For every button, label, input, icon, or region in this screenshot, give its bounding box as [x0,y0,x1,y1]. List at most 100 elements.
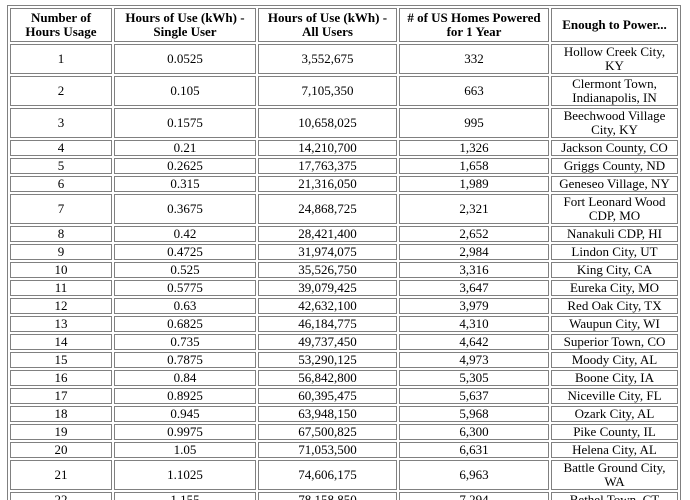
table-cell: 46,184,775 [258,316,397,332]
table-cell: 0.3675 [114,194,256,224]
table-cell: Eureka City, MO [551,280,678,296]
column-header-all-users-kwh: Hours of Use (kWh) - All Users [258,8,397,42]
table-cell: Hollow Creek City, KY [551,44,678,74]
header-row: Number of Hours Usage Hours of Use (kWh)… [10,8,678,42]
table-cell: 14,210,700 [258,140,397,156]
table-cell: 4,973 [399,352,549,368]
energy-usage-table: Number of Hours Usage Hours of Use (kWh)… [7,5,681,500]
table-cell: 7,294 [399,492,549,500]
table-cell: 663 [399,76,549,106]
table-cell: 17 [10,388,112,404]
table-cell: 5 [10,158,112,174]
table-cell: 39,079,425 [258,280,397,296]
table-row: 16 0.84 56,842,800 5,305 Boone City, IA [10,370,678,386]
table-cell: 20 [10,442,112,458]
table-cell: 0.4725 [114,244,256,260]
table-cell: 14 [10,334,112,350]
table-cell: 74,606,175 [258,460,397,490]
table-cell: 13 [10,316,112,332]
table-cell: 0.0525 [114,44,256,74]
table-cell: 10,658,025 [258,108,397,138]
table-cell: Ozark City, AL [551,406,678,422]
table-row: 13 0.6825 46,184,775 4,310 Waupun City, WI [10,316,678,332]
table-row: 10 0.525 35,526,750 3,316 King City, CA [10,262,678,278]
table-cell: 4,310 [399,316,549,332]
table-cell: 0.21 [114,140,256,156]
table-row: 14 0.735 49,737,450 4,642 Superior Town, CO [10,334,678,350]
table-row: 7 0.3675 24,868,725 2,321 Fort Leonard Wood … [10,194,678,224]
table-cell: 0.5775 [114,280,256,296]
table-cell: 21,316,050 [258,176,397,192]
table-cell: 332 [399,44,549,74]
table-cell: 995 [399,108,549,138]
table-cell: 1.155 [114,492,256,500]
table-cell: 5,305 [399,370,549,386]
table-cell: 67,500,825 [258,424,397,440]
table-row: 15 0.7875 53,290,125 4,973 Moody City, AL [10,352,678,368]
table-cell: Bethel Town, CT [551,492,678,500]
table-row: 1 0.0525 3,552,675 332 Hollow Creek City, KY [10,44,678,74]
table-cell: 12 [10,298,112,314]
table-cell: 11 [10,280,112,296]
table-row: 6 0.315 21,316,050 1,989 Geneseo Village, NY [10,176,678,192]
table-cell: 17,763,375 [258,158,397,174]
table-cell: 22 [10,492,112,500]
table-cell: 28,421,400 [258,226,397,242]
table-cell: Waupun City, WI [551,316,678,332]
table-cell: 6 [10,176,112,192]
column-header-enough-to-power: Enough to Power... [551,8,678,42]
table-cell: 6,631 [399,442,549,458]
table-row: 20 1.05 71,053,500 6,631 Helena City, AL [10,442,678,458]
table-cell: 1 [10,44,112,74]
table-cell: Jackson County, CO [551,140,678,156]
table-cell: 3,647 [399,280,549,296]
table-cell: Helena City, AL [551,442,678,458]
table-cell: 10 [10,262,112,278]
table-cell: 0.63 [114,298,256,314]
table-cell: Red Oak City, TX [551,298,678,314]
table-header: Number of Hours Usage Hours of Use (kWh)… [10,8,678,42]
table-row: 5 0.2625 17,763,375 1,658 Griggs County, ND [10,158,678,174]
table-cell: 3,316 [399,262,549,278]
table-cell: 60,395,475 [258,388,397,404]
table-cell: 5,968 [399,406,549,422]
table-cell: 0.6825 [114,316,256,332]
table-cell: 19 [10,424,112,440]
table-cell: Niceville City, FL [551,388,678,404]
table-cell: 6,300 [399,424,549,440]
table-cell: 1.05 [114,442,256,458]
table-cell: Superior Town, CO [551,334,678,350]
table-cell: 0.1575 [114,108,256,138]
table-cell: 2,652 [399,226,549,242]
table-cell: 2,321 [399,194,549,224]
table-row: 22 1.155 78,158,850 7,294 Bethel Town, CT [10,492,678,500]
table-row: 8 0.42 28,421,400 2,652 Nanakuli CDP, HI [10,226,678,242]
table-cell: 0.8925 [114,388,256,404]
table-row: 18 0.945 63,948,150 5,968 Ozark City, AL [10,406,678,422]
table-cell: 71,053,500 [258,442,397,458]
table-body: 1 0.0525 3,552,675 332 Hollow Creek City, KY… [10,44,678,500]
table-cell: 8 [10,226,112,242]
table-cell: 5,637 [399,388,549,404]
table-cell: Lindon City, UT [551,244,678,260]
table-cell: 42,632,100 [258,298,397,314]
table-cell: 9 [10,244,112,260]
table-cell: 24,868,725 [258,194,397,224]
table-cell: 3,552,675 [258,44,397,74]
table-cell: 1,989 [399,176,549,192]
table-cell: 0.7875 [114,352,256,368]
table-cell: 2 [10,76,112,106]
table-cell: Fort Leonard Wood CDP, MO [551,194,678,224]
table-cell: 21 [10,460,112,490]
table-cell: 0.84 [114,370,256,386]
table-cell: 0.945 [114,406,256,422]
table-cell: 6,963 [399,460,549,490]
table-cell: 53,290,125 [258,352,397,368]
table-cell: Clermont Town, Indianapolis, IN [551,76,678,106]
table-cell: Beechwood Village City, KY [551,108,678,138]
table-cell: 1,658 [399,158,549,174]
table-cell: 4,642 [399,334,549,350]
table-row: 12 0.63 42,632,100 3,979 Red Oak City, TX [10,298,678,314]
table-cell: 16 [10,370,112,386]
table-cell: 0.105 [114,76,256,106]
